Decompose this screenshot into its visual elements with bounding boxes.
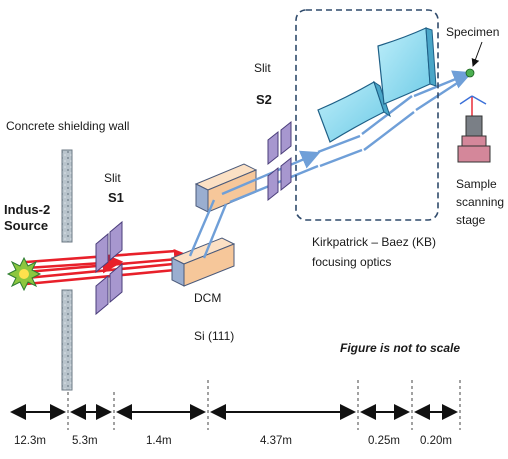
stage-label-line2: scanning [456,195,504,209]
distance-label-6: 0.20m [420,435,452,447]
distance-label-1: 12.3m [14,435,46,447]
distance-label-2: 5.3m [72,435,98,447]
wall-label: Concrete shielding wall [6,119,129,133]
dcm-crystals [170,163,258,287]
kb-mirrors [317,27,437,143]
slit2-label-line1: Slit [254,61,271,75]
distance-label-4: 4.37m [260,435,292,447]
dcm-label-line1: DCM [194,291,221,305]
concrete-shielding-wall [61,149,73,391]
slit2-label-line2: S2 [256,92,272,107]
sample-scanning-stage [457,95,491,163]
specimen-marker [465,41,483,78]
distance-label-3: 1.4m [146,435,172,447]
specimen-label: Specimen [446,25,499,39]
distance-label-5: 0.25m [368,435,400,447]
kb-label-line1: Kirkpatrick – Baez (KB) [312,235,436,249]
monochromatic-beams [188,70,473,259]
source-label-line2: Source [4,218,48,233]
slit1-label-line2: S1 [108,190,124,205]
distance-scale: 12.3m 5.3m 1.4m 4.37m 0.25m 0.20m [10,380,461,447]
indus2-source-burst [6,256,42,292]
stage-label-line1: Sample [456,177,497,191]
kb-dashed-box [295,9,439,221]
slit-s1 [95,220,123,316]
kb-label-line2: focusing optics [312,255,391,269]
slit-s2 [267,120,292,202]
dcm-label-line2: Si (111) [194,329,234,343]
stage-label-line3: stage [456,213,486,227]
not-to-scale-note: Figure is not to scale [340,341,460,355]
source-label-line1: Indus-2 [4,202,50,217]
source-beams [25,248,196,286]
slit1-label-line1: Slit [104,171,121,185]
